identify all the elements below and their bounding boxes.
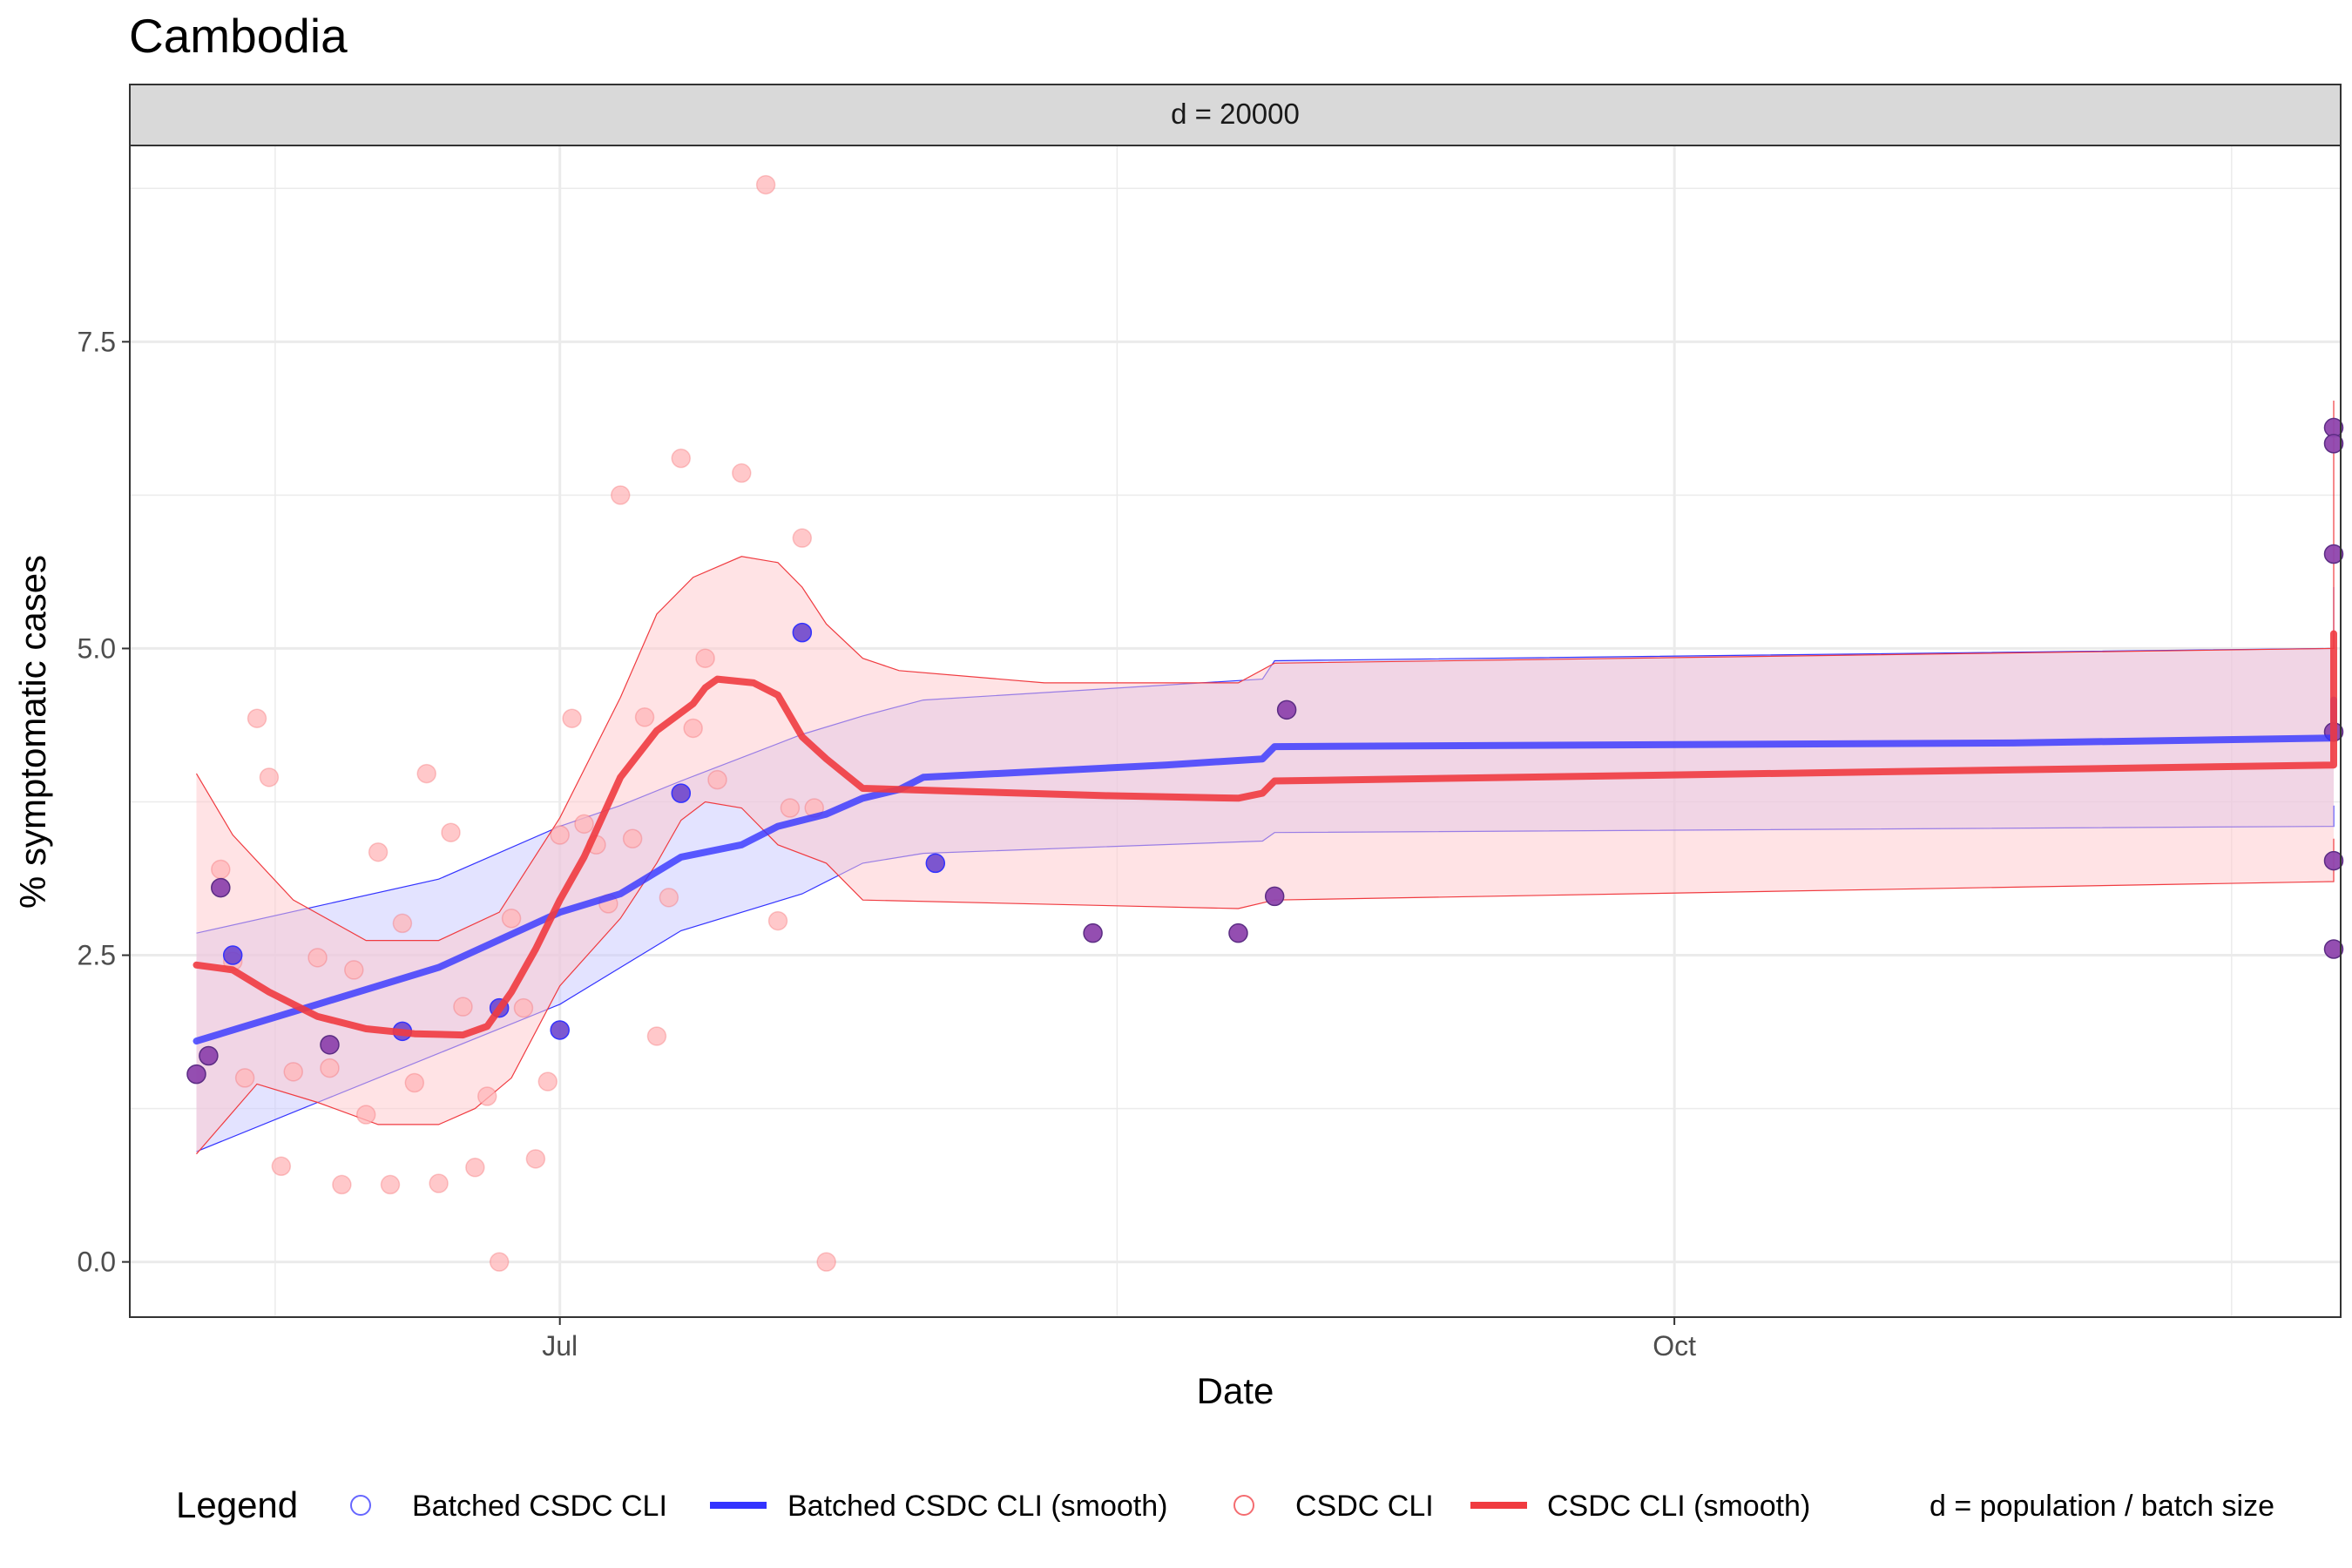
csdc-point-21 xyxy=(477,1086,497,1106)
batched-overlap-point-1 xyxy=(199,1045,219,1066)
csdc-point-19 xyxy=(453,997,473,1017)
batched-point-3 xyxy=(550,1020,570,1040)
csdc-point-6 xyxy=(283,1062,303,1082)
csdc-point-16 xyxy=(416,763,436,784)
legend-title: Legend xyxy=(176,1484,298,1525)
batched-smooth-line xyxy=(193,696,2337,1045)
csdc-point-17 xyxy=(429,1173,449,1193)
legend-label-csdc-smooth: CSDC CLI (smooth) xyxy=(1547,1490,1810,1523)
csdc-point-7 xyxy=(308,948,328,968)
confidence-ribbons xyxy=(195,400,2335,1155)
legend: Legend Batched CSDC CLI Batched CSDC CLI… xyxy=(176,1484,2274,1525)
batched-overlap-point-13 xyxy=(2323,433,2344,454)
y-tick-label-3: 7.5 xyxy=(78,326,116,357)
csdc-point-11 xyxy=(355,1105,376,1125)
batched-overlap-point-3 xyxy=(320,1035,340,1055)
batched-overlap-point-10 xyxy=(2323,544,2344,564)
csdc-point-23 xyxy=(501,909,522,929)
csdc-point-22 xyxy=(489,1252,510,1272)
y-tick-label-0: 0.0 xyxy=(78,1247,116,1278)
csdc-point-5 xyxy=(271,1156,292,1177)
y-axis: 0.0 2.5 5.0 7.5 xyxy=(78,326,130,1278)
csdc-point-29 xyxy=(574,814,594,835)
csdc-point-45 xyxy=(792,528,813,548)
csdc-point-43 xyxy=(767,910,788,931)
batched-point-4 xyxy=(671,783,692,803)
csdc-point-41 xyxy=(732,463,752,483)
batched-overlap-point-0 xyxy=(186,1064,206,1085)
csdc-point-20 xyxy=(465,1157,485,1178)
batched-point-0 xyxy=(222,945,243,965)
csdc-point-12 xyxy=(368,841,389,862)
csdc-point-28 xyxy=(562,708,582,728)
batched-overlap-point-5 xyxy=(1228,923,1248,943)
chart-title: Cambodia xyxy=(129,9,348,63)
csdc-smooth-ribbon-lower xyxy=(196,801,2335,1155)
csdc-point-10 xyxy=(344,960,364,980)
batched-point-6 xyxy=(925,853,946,874)
batched-overlap-point-4 xyxy=(1083,923,1103,943)
y-tick-label-1: 2.5 xyxy=(78,940,116,971)
csdc-point-47 xyxy=(816,1252,836,1272)
legend-label-batched: Batched CSDC CLI xyxy=(412,1490,667,1523)
csdc-smooth-ribbon-upper xyxy=(195,400,2335,942)
data-points xyxy=(186,174,2344,1272)
smooth-lines xyxy=(193,630,2337,1045)
x-axis-title: Date xyxy=(1197,1370,1274,1411)
csdc-point-35 xyxy=(646,1026,667,1046)
csdc-point-33 xyxy=(622,828,643,848)
csdc-smooth-line xyxy=(193,630,2337,1039)
csdc-point-42 xyxy=(755,174,776,195)
csdc-point-32 xyxy=(610,485,631,505)
csdc-point-14 xyxy=(392,913,413,934)
csdc-point-9 xyxy=(332,1174,352,1195)
csdc-point-13 xyxy=(380,1174,401,1195)
legend-note: d = population / batch size xyxy=(1930,1490,2274,1523)
csdc-point-18 xyxy=(441,822,461,842)
csdc-point-37 xyxy=(671,448,692,469)
x-axis: Jul Oct xyxy=(542,1317,1696,1362)
batched-overlap-point-6 xyxy=(1264,886,1285,907)
csdc-point-2 xyxy=(234,1068,255,1088)
csdc-point-25 xyxy=(525,1149,546,1169)
legend-label-csdc: CSDC CLI xyxy=(1295,1490,1434,1523)
csdc-point-3 xyxy=(247,708,267,728)
csdc-point-24 xyxy=(513,997,534,1018)
batched-overlap-point-7 xyxy=(1276,700,1297,720)
csdc-point-40 xyxy=(707,769,727,790)
csdc-point-26 xyxy=(537,1071,558,1092)
batched-overlap-point-9 xyxy=(2323,939,2344,959)
csdc-point-4 xyxy=(259,767,280,787)
csdc-smooth-ribbon xyxy=(196,400,2334,1154)
csdc-point-38 xyxy=(683,718,703,739)
csdc-point-39 xyxy=(695,648,715,668)
batched-overlap-point-11 xyxy=(2323,850,2344,871)
csdc-point-8 xyxy=(320,1058,340,1078)
panel-border xyxy=(129,145,2342,1318)
legend-key-batched-points xyxy=(350,1495,371,1516)
csdc-point-0 xyxy=(211,859,231,880)
csdc-point-15 xyxy=(404,1072,425,1093)
facet-label: d = 20000 xyxy=(1171,98,1300,130)
y-tick-label-2: 5.0 xyxy=(78,632,116,664)
legend-key-csdc-points xyxy=(1233,1495,1254,1516)
batched-point-5 xyxy=(792,622,813,643)
csdc-point-36 xyxy=(659,888,679,908)
x-tick-label-1: Oct xyxy=(1652,1330,1696,1362)
batched-overlap-point-2 xyxy=(211,877,231,898)
csdc-point-34 xyxy=(634,707,655,727)
y-axis-title: % symptomatic cases xyxy=(12,555,53,909)
x-tick-label-0: Jul xyxy=(542,1330,578,1362)
csdc-point-44 xyxy=(780,798,801,818)
facet-strip xyxy=(129,84,2342,146)
csdc-point-27 xyxy=(550,825,570,845)
legend-label-batched-smooth: Batched CSDC CLI (smooth) xyxy=(787,1490,1168,1523)
